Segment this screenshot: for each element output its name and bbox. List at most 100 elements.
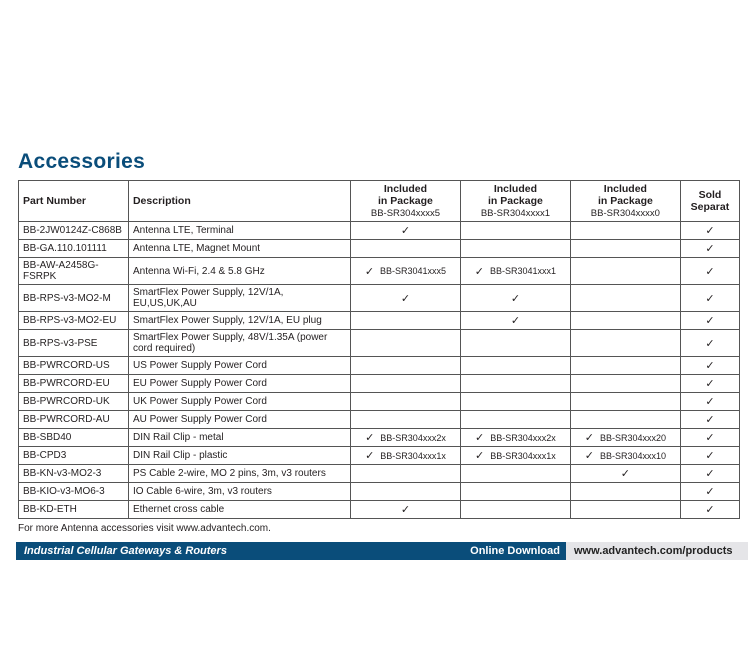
cell-pkg5: ✓BB-SR304xxx2x xyxy=(350,429,460,447)
cell-pkg1 xyxy=(460,240,570,258)
cell-pkg5 xyxy=(350,375,460,393)
cell-sold: ✓ xyxy=(680,447,739,465)
table-row: BB-SBD40DIN Rail Clip - metal✓BB-SR304xx… xyxy=(19,429,740,447)
cell-pkg1 xyxy=(460,375,570,393)
cell-pkg0: ✓BB-SR304xxx20 xyxy=(570,429,680,447)
cell-sold: ✓ xyxy=(680,357,739,375)
cell-part-number: BB-GA.110.101111 xyxy=(19,240,129,258)
cell-pkg0 xyxy=(570,375,680,393)
footer-mid: Online Download xyxy=(412,542,566,560)
cell-pkg1 xyxy=(460,330,570,357)
cell-pkg1 xyxy=(460,411,570,429)
cell-pkg5: ✓ xyxy=(350,222,460,240)
cell-pkg5 xyxy=(350,465,460,483)
cell-pkg5: ✓ xyxy=(350,285,460,312)
cell-pkg1 xyxy=(460,357,570,375)
table-row: BB-AW-A2458G-FSRPKAntenna Wi-Fi, 2.4 & 5… xyxy=(19,258,740,285)
cell-sold: ✓ xyxy=(680,240,739,258)
cell-pkg0 xyxy=(570,357,680,375)
cell-sold: ✓ xyxy=(680,393,739,411)
cell-pkg5 xyxy=(350,240,460,258)
table-row: BB-RPS-v3-MO2-EUSmartFlex Power Supply, … xyxy=(19,312,740,330)
col-sold: SoldSeparat xyxy=(680,181,739,222)
cell-pkg5: ✓ xyxy=(350,501,460,519)
table-row: BB-PWRCORD-EUEU Power Supply Power Cord ✓ xyxy=(19,375,740,393)
cell-description: UK Power Supply Power Cord xyxy=(128,393,350,411)
cell-pkg5 xyxy=(350,411,460,429)
section-title: Accessories xyxy=(18,150,740,174)
cell-pkg1: ✓BB-SR3041xxx1 xyxy=(460,258,570,285)
col-pkg5: Includedin Package BB-SR304xxxx5 xyxy=(350,181,460,222)
table-row: BB-PWRCORD-USUS Power Supply Power Cord✓ xyxy=(19,357,740,375)
cell-pkg5: ✓BB-SR3041xxx5 xyxy=(350,258,460,285)
cell-part-number: BB-CPD3 xyxy=(19,447,129,465)
cell-sold: ✓ xyxy=(680,330,739,357)
cell-pkg1: ✓BB-SR304xxx1x xyxy=(460,447,570,465)
cell-pkg0 xyxy=(570,285,680,312)
cell-sold: ✓ xyxy=(680,375,739,393)
cell-pkg0 xyxy=(570,411,680,429)
table-row: BB-PWRCORD-AUAU Power Supply Power Cord ✓ xyxy=(19,411,740,429)
footer-left: Industrial Cellular Gateways & Routers xyxy=(16,542,412,560)
table-row: BB-PWRCORD-UKUK Power Supply Power Cord ✓ xyxy=(19,393,740,411)
cell-pkg5 xyxy=(350,393,460,411)
table-row: BB-KIO-v3-MO6-3IO Cable 6-wire, 3m, v3 r… xyxy=(19,483,740,501)
accessories-table: Part Number Description Includedin Packa… xyxy=(18,180,740,519)
cell-pkg1 xyxy=(460,483,570,501)
cell-pkg0: ✓ xyxy=(570,465,680,483)
cell-pkg0 xyxy=(570,240,680,258)
table-row: BB-RPS-v3-PSESmartFlex Power Supply, 48V… xyxy=(19,330,740,357)
table-row: BB-CPD3DIN Rail Clip - plastic✓BB-SR304x… xyxy=(19,447,740,465)
cell-sold: ✓ xyxy=(680,501,739,519)
cell-description: SmartFlex Power Supply, 12V/1A, EU,US,UK… xyxy=(128,285,350,312)
footer-right[interactable]: www.advantech.com/products xyxy=(566,542,748,560)
cell-part-number: BB-PWRCORD-UK xyxy=(19,393,129,411)
cell-pkg0 xyxy=(570,393,680,411)
cell-description: EU Power Supply Power Cord xyxy=(128,375,350,393)
cell-sold: ✓ xyxy=(680,465,739,483)
footer-bar: Industrial Cellular Gateways & Routers O… xyxy=(16,542,748,560)
cell-sold: ✓ xyxy=(680,258,739,285)
cell-pkg1: ✓BB-SR304xxx2x xyxy=(460,429,570,447)
col-description: Description xyxy=(128,181,350,222)
cell-sold: ✓ xyxy=(680,222,739,240)
cell-pkg1 xyxy=(460,393,570,411)
cell-description: PS Cable 2-wire, MO 2 pins, 3m, v3 route… xyxy=(128,465,350,483)
cell-description: SmartFlex Power Supply, 12V/1A, EU plug xyxy=(128,312,350,330)
cell-description: SmartFlex Power Supply, 48V/1.35A (power… xyxy=(128,330,350,357)
col-pkg1: Includedin Package BB-SR304xxxx1 xyxy=(460,181,570,222)
cell-part-number: BB-KIO-v3-MO6-3 xyxy=(19,483,129,501)
cell-pkg5: ✓BB-SR304xxx1x xyxy=(350,447,460,465)
cell-part-number: BB-PWRCORD-EU xyxy=(19,375,129,393)
cell-pkg0 xyxy=(570,312,680,330)
cell-sold: ✓ xyxy=(680,411,739,429)
cell-part-number: BB-KN-v3-MO2-3 xyxy=(19,465,129,483)
cell-description: Antenna LTE, Magnet Mount xyxy=(128,240,350,258)
cell-description: AU Power Supply Power Cord xyxy=(128,411,350,429)
cell-pkg1: ✓ xyxy=(460,312,570,330)
cell-description: Antenna LTE, Terminal xyxy=(128,222,350,240)
cell-pkg5 xyxy=(350,357,460,375)
col-pkg0: Includedin Package BB-SR304xxxx0 xyxy=(570,181,680,222)
table-row: BB-RPS-v3-MO2-MSmartFlex Power Supply, 1… xyxy=(19,285,740,312)
cell-part-number: BB-PWRCORD-AU xyxy=(19,411,129,429)
cell-sold: ✓ xyxy=(680,312,739,330)
cell-part-number: BB-PWRCORD-US xyxy=(19,357,129,375)
foot-note: For more Antenna accessories visit www.a… xyxy=(18,523,740,534)
cell-part-number: BB-2JW0124Z-C868B xyxy=(19,222,129,240)
cell-description: Ethernet cross cable xyxy=(128,501,350,519)
cell-sold: ✓ xyxy=(680,285,739,312)
cell-pkg5 xyxy=(350,330,460,357)
cell-part-number: BB-RPS-v3-MO2-EU xyxy=(19,312,129,330)
cell-part-number: BB-RPS-v3-PSE xyxy=(19,330,129,357)
cell-pkg1: ✓ xyxy=(460,285,570,312)
cell-pkg5 xyxy=(350,312,460,330)
cell-part-number: BB-KD-ETH xyxy=(19,501,129,519)
cell-pkg5 xyxy=(350,483,460,501)
table-row: BB-2JW0124Z-C868BAntenna LTE, Terminal✓✓ xyxy=(19,222,740,240)
cell-description: IO Cable 6-wire, 3m, v3 routers xyxy=(128,483,350,501)
cell-part-number: BB-RPS-v3-MO2-M xyxy=(19,285,129,312)
table-row: BB-KN-v3-MO2-3PS Cable 2-wire, MO 2 pins… xyxy=(19,465,740,483)
cell-pkg0 xyxy=(570,258,680,285)
cell-description: DIN Rail Clip - metal xyxy=(128,429,350,447)
